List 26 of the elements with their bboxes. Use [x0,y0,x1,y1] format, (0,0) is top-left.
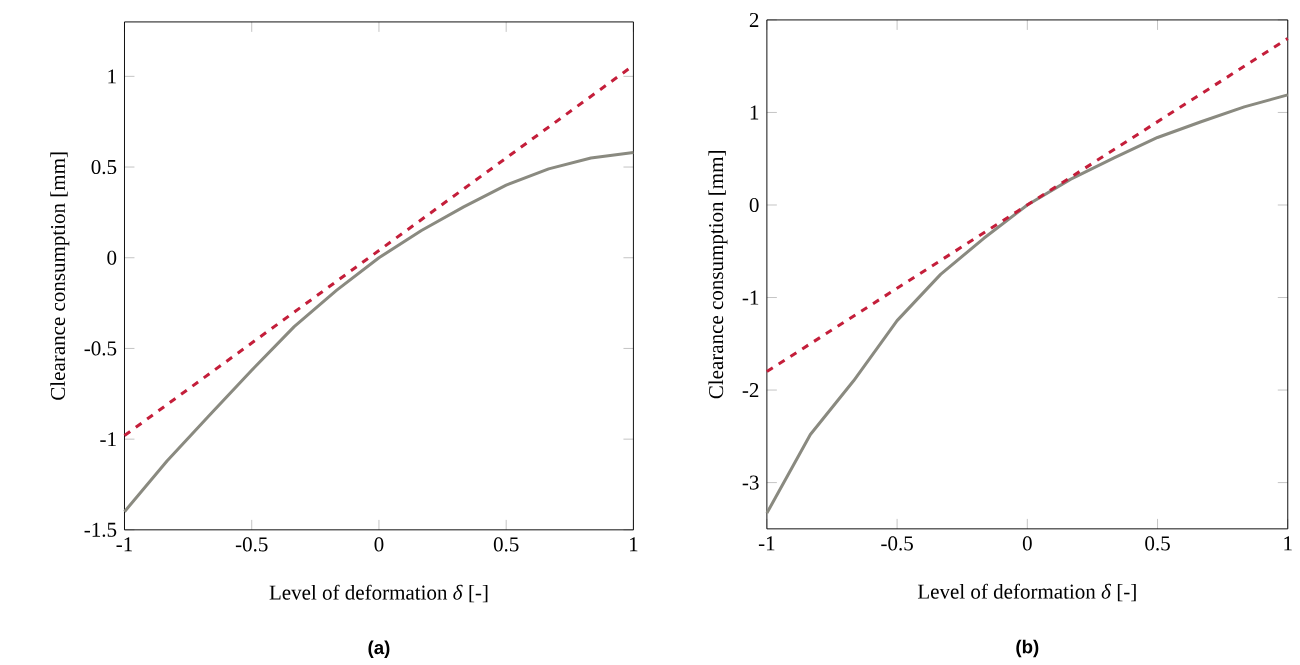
y-tick-label: -1 [100,432,116,447]
x-axis-title: Level of deformation δ [-] [917,583,1136,602]
x-tick-label: 1 [1284,536,1292,551]
x-tick-label: 0 [374,537,384,552]
y-axis-title: Clearance consumption [mm] [708,151,728,399]
text: (a) [368,640,390,658]
x-axis-title: Level of deformation δ [-] [269,584,488,603]
y-tick-label: -1.5 [84,522,117,537]
x-tick-label: 0 [1022,536,1032,551]
y-axis-title: Clearance consumption [mm] [50,152,70,400]
text: (b) [1016,639,1039,658]
y-tick-label: -1 [742,290,759,305]
x-tick-label: 0.5 [1145,536,1170,551]
x-tick-label: 0.5 [493,537,519,552]
y-tick-label: -3 [742,475,759,490]
y-tick-label: 1 [108,69,116,84]
y-tick-label: -2 [742,383,759,398]
y-tick-label: 0 [749,197,759,213]
x-tick-label: 1 [630,537,638,552]
y-tick-label: 0.5 [91,159,117,175]
y-tick-label: 2 [749,13,759,27]
y-tick-label: 1 [750,105,759,120]
y-tick-label: 0 [107,250,117,265]
x-tick-label: -0.5 [881,536,913,551]
x-tick-label: -0.5 [235,537,268,552]
y-tick-label: -0.5 [84,341,117,356]
